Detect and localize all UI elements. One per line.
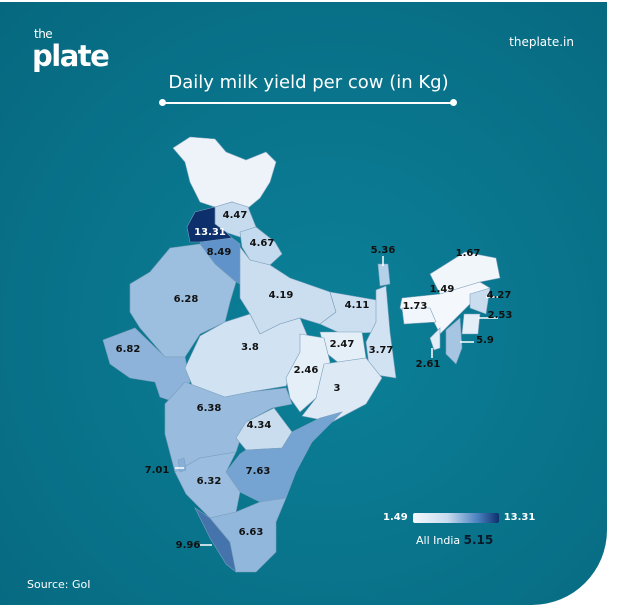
- region-value-label: 4.34: [247, 420, 272, 431]
- region-value-label: 2.53: [488, 310, 513, 321]
- region-value-label: 4.11: [345, 300, 370, 311]
- region-value-label: 3.8: [241, 342, 259, 353]
- all-india-value: 5.15: [463, 533, 494, 547]
- map-region: [129, 243, 237, 358]
- india-choropleth-map: 4.47 13.31 4.67 8.49 6.28 6.82 4.19 4.11 3.8 2.47…: [102, 136, 513, 573]
- map-region: [429, 327, 441, 351]
- map-region: [377, 263, 391, 287]
- all-india-label: All India: [416, 534, 461, 547]
- region-value-label: 4.19: [269, 290, 294, 301]
- map-region: [445, 317, 463, 365]
- legend-min: 1.49: [383, 512, 408, 523]
- region-value-label: 6.63: [239, 527, 264, 538]
- map-region: [365, 285, 397, 379]
- region-value-label: 6.82: [116, 344, 141, 355]
- region-value-label: 13.31: [194, 227, 226, 238]
- map-title: Daily milk yield per cow (in Kg): [168, 72, 449, 93]
- region-value-label: 7.01: [145, 465, 170, 476]
- infographic-card: the plate theplate.in Daily milk yield p…: [0, 2, 607, 605]
- region-value-label: 3.77: [369, 345, 394, 356]
- logo-small-text: the: [34, 27, 53, 41]
- map-region: [239, 226, 283, 266]
- map-region: [469, 287, 491, 315]
- region-value-label: 9.96: [176, 540, 201, 551]
- site-url: theplate.in: [509, 35, 574, 49]
- region-value-label: 6.28: [174, 294, 199, 305]
- title-underline: [159, 99, 457, 106]
- legend-gradient-bar: [412, 512, 499, 523]
- region-value-label: 7.63: [246, 466, 271, 477]
- region-value-label: 6.32: [197, 476, 222, 487]
- region-value-label: 1.49: [430, 284, 455, 295]
- region-value-label: 2.61: [416, 359, 441, 370]
- all-india-average: All India 5.15: [416, 533, 493, 547]
- the-plate-logo: the plate: [32, 27, 110, 73]
- region-value-label: 4.47: [223, 210, 248, 221]
- region-value-label: 8.49: [207, 247, 232, 258]
- region-no-data: [172, 136, 277, 209]
- map-region: [174, 451, 241, 519]
- map-region: [285, 333, 331, 413]
- map-region: [401, 307, 437, 325]
- region-value-label: 4.27: [487, 290, 512, 301]
- logo-main-text: plate: [32, 39, 110, 73]
- region-value-label: 4.67: [250, 238, 275, 249]
- region-value-label: 3: [334, 383, 341, 394]
- region-value-label: 1.67: [456, 248, 481, 259]
- map-region: [301, 357, 383, 423]
- color-legend: 1.49 13.31: [383, 512, 535, 523]
- region-value-label: 6.38: [197, 403, 222, 414]
- region-value-label: 1.73: [403, 301, 428, 312]
- map-region: [209, 497, 287, 573]
- region-value-label: 2.46: [294, 365, 319, 376]
- region-value-label: 2.47: [330, 339, 355, 350]
- source-note: Source: GoI: [27, 578, 91, 591]
- region-value-label: 5.9: [476, 335, 494, 346]
- map-region: [239, 246, 337, 335]
- legend-max: 13.31: [503, 512, 536, 523]
- region-value-label: 5.36: [371, 245, 396, 256]
- map-region: [461, 313, 481, 335]
